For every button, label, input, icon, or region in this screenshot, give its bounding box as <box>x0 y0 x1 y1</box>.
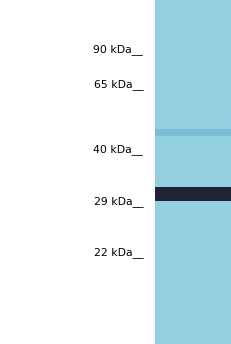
Text: 29 kDa__: 29 kDa__ <box>94 196 143 207</box>
Text: 90 kDa__: 90 kDa__ <box>94 44 143 55</box>
Text: 40 kDa__: 40 kDa__ <box>94 144 143 155</box>
Bar <box>155 129 231 136</box>
Bar <box>155 0 231 344</box>
Text: 22 kDa__: 22 kDa__ <box>94 247 143 258</box>
Bar <box>155 187 231 201</box>
Text: 65 kDa__: 65 kDa__ <box>94 79 143 90</box>
